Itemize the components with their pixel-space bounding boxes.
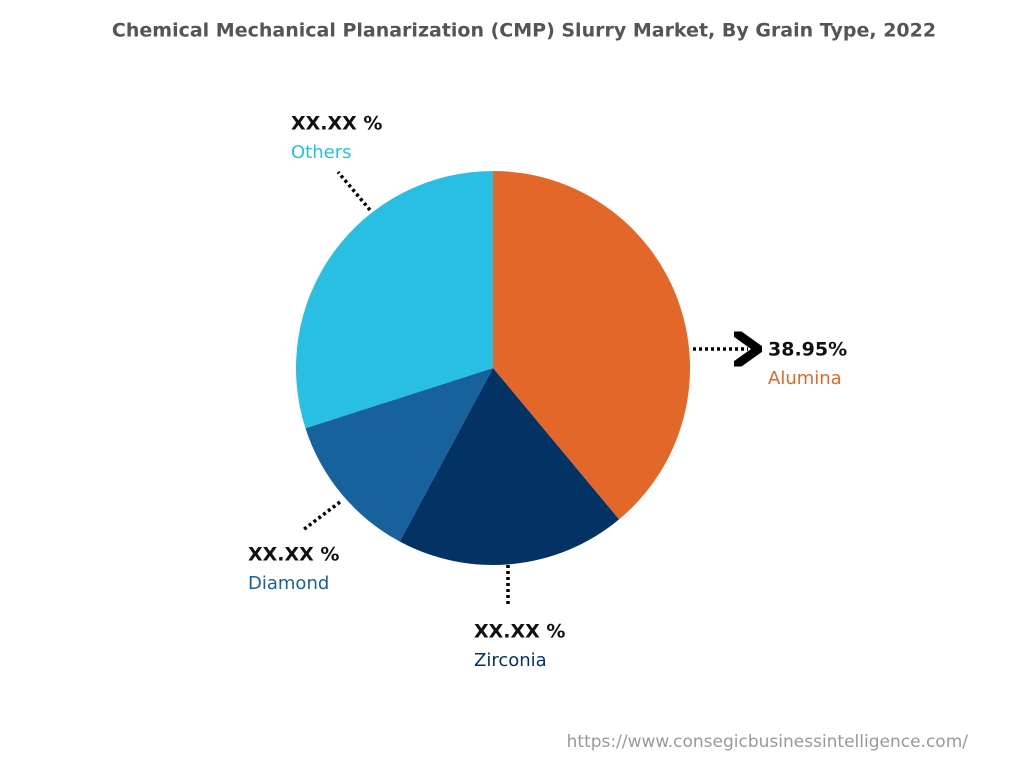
pie-slice (493, 171, 691, 520)
category-label: Zirconia (474, 650, 547, 671)
value-label: XX.XX % (248, 544, 339, 566)
value-label: XX.XX % (474, 621, 565, 643)
category-label: Alumina (768, 368, 842, 389)
category-label: Diamond (248, 573, 329, 594)
pie-slice (399, 368, 620, 565)
chart-title: Chemical Mechanical Planarization (CMP) … (112, 20, 936, 42)
pie-slice (305, 368, 493, 542)
value-label: XX.XX % (291, 113, 382, 135)
leader-line (301, 500, 342, 532)
category-label: Others (291, 142, 352, 163)
leader-line (336, 170, 372, 212)
value-label: 38.95% (768, 339, 847, 361)
pie-slice (296, 171, 493, 429)
source-url: https://www.consegicbusinessintelligence… (567, 732, 969, 752)
